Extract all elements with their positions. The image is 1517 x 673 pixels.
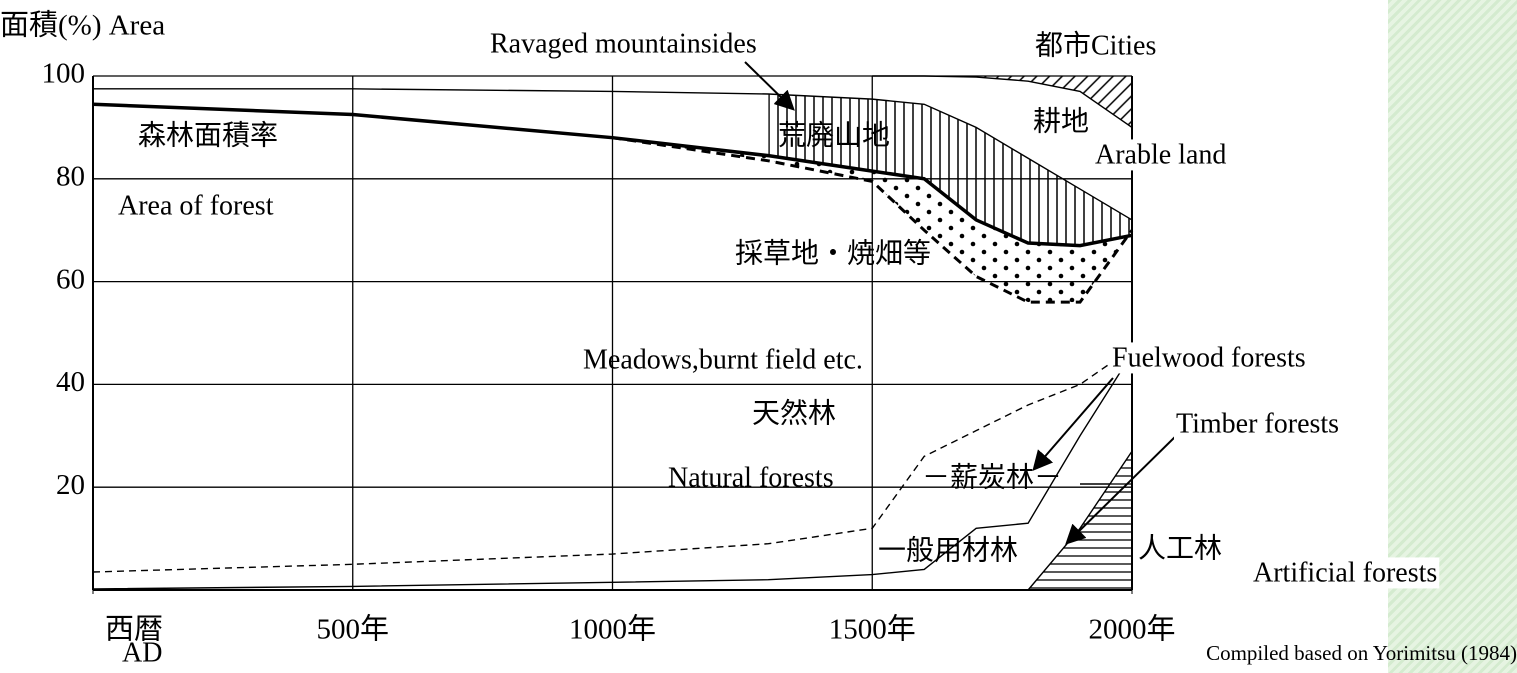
annotation: Artificial forests [1253, 557, 1437, 588]
annotation: Area of forest [118, 190, 274, 221]
annotation: 都市Cities [1035, 29, 1156, 61]
annotation: 採草地・焼畑等 [735, 237, 931, 269]
x-tick-label: 2000年 [1088, 613, 1175, 646]
x-tick-label: 1500年 [829, 613, 916, 646]
annotation: 森林面積率 [138, 119, 278, 151]
label-bg [1174, 408, 1342, 440]
annotation: Arable land [1095, 139, 1226, 170]
series-line [92, 102, 1133, 248]
arrow [1032, 377, 1114, 472]
annotation: 人工林 [1138, 532, 1222, 564]
hatch-area [872, 76, 1132, 128]
annotation: Timber forests [1176, 408, 1339, 439]
hatch-area [612, 137, 1132, 303]
series-line [93, 88, 1133, 221]
annotation: 荒廃山地 [778, 119, 890, 151]
series-line [92, 347, 1133, 573]
label-bg [1251, 557, 1440, 589]
y-axis-label: 面積(%) Area [0, 9, 165, 42]
label-bg [1110, 342, 1308, 374]
x-tick-label: 1000年 [569, 613, 656, 646]
annotation: 耕地 [1033, 105, 1089, 137]
annotation: 天然林 [752, 397, 836, 429]
annotation: Natural forests [668, 462, 834, 493]
hatch-area [768, 93, 1132, 246]
arrow [744, 61, 795, 111]
annotation: Fuelwood forests [1112, 342, 1306, 373]
annotation: Meadows,burnt field etc. [583, 344, 863, 375]
y-tick-label: 20 [56, 469, 85, 501]
x-tick-label: 500年 [316, 613, 389, 646]
annotation: 一般用材林 [878, 534, 1018, 566]
y-tick-label: 80 [56, 160, 85, 192]
hatch-area [1028, 451, 1132, 590]
y-tick-label: 60 [56, 263, 85, 295]
annotation: AD [122, 637, 162, 668]
x-tick-label: 西暦 [105, 614, 163, 646]
series-line [92, 353, 1133, 590]
annotation: Ravaged mountainsides [490, 28, 757, 59]
source-note: Compiled based on Yorimitsu (1984) [1206, 641, 1517, 665]
annotation: －薪炭林－ [922, 461, 1062, 493]
series-line [1027, 450, 1133, 591]
label-bg [1093, 139, 1229, 171]
series-line [872, 75, 1133, 128]
y-tick-label: 100 [42, 58, 86, 90]
y-tick-label: 40 [56, 366, 85, 398]
